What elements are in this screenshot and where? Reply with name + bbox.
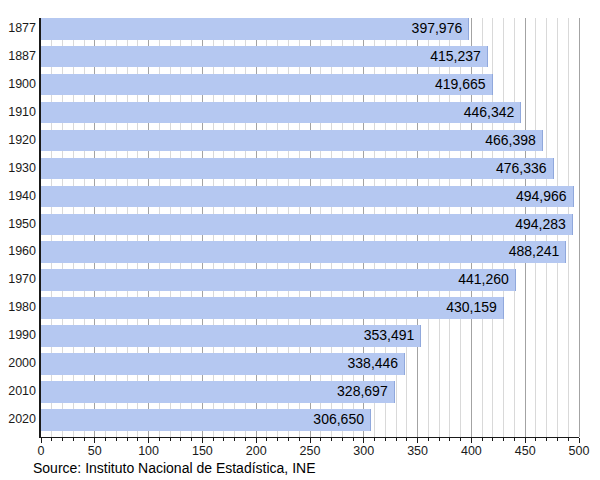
bar-1930: 476,336 xyxy=(41,158,554,180)
bar-1970: 441,260 xyxy=(41,269,516,291)
bar-2020: 306,650 xyxy=(41,409,371,431)
x-axis-tick-label: 200 xyxy=(246,444,267,458)
bar-1960: 488,241 xyxy=(41,241,566,263)
minor-tick xyxy=(191,438,192,441)
y-axis-label: 1887 xyxy=(0,46,36,68)
y-axis-line xyxy=(39,18,41,438)
x-axis-tick-labels: 050100150200250300350400450500 xyxy=(41,444,579,458)
y-axis-labels: 1877 1887 1900 1910 1920 1930 1940 1950 1960 1970… xyxy=(0,18,36,437)
bar-2010: 328,697 xyxy=(41,381,395,403)
bar-1980: 430,159 xyxy=(41,297,504,319)
x-axis-tick-label: 400 xyxy=(461,444,482,458)
minor-tick xyxy=(159,438,160,441)
minor-tick xyxy=(460,438,461,441)
x-axis-tick-label: 300 xyxy=(353,444,374,458)
y-axis-label: 1960 xyxy=(0,241,36,263)
bar-1940: 494,966 xyxy=(41,186,574,208)
y-axis-label: 1990 xyxy=(0,325,36,347)
minor-tick xyxy=(234,438,235,441)
minor-tick xyxy=(514,438,515,441)
major-tick xyxy=(256,438,257,443)
minor-tick xyxy=(137,438,138,441)
bar-chart: 397,976 415,237 419,665 446,342 466,398 476,3… xyxy=(0,0,600,480)
minor-tick xyxy=(492,438,493,441)
minor-tick xyxy=(396,438,397,441)
bar-1887: 415,237 xyxy=(41,46,488,68)
y-axis-label: 1950 xyxy=(0,214,36,236)
minor-tick xyxy=(73,438,74,441)
minor-tick xyxy=(374,438,375,441)
minor-tick xyxy=(557,438,558,441)
minor-tick xyxy=(503,438,504,441)
x-axis-tick-label: 150 xyxy=(192,444,213,458)
minor-tick xyxy=(546,438,547,441)
major-tick xyxy=(41,438,42,443)
y-axis-label: 1980 xyxy=(0,297,36,319)
y-axis-label: 1970 xyxy=(0,269,36,291)
x-axis-tick-label: 250 xyxy=(300,444,321,458)
major-tick xyxy=(202,438,203,443)
bar-1877: 397,976 xyxy=(41,18,469,40)
major-tick xyxy=(363,438,364,443)
minor-tick xyxy=(51,438,52,441)
minor-tick xyxy=(449,438,450,441)
y-axis-label: 2020 xyxy=(0,409,36,431)
x-axis-tick-label: 0 xyxy=(38,444,45,458)
minor-tick xyxy=(277,438,278,441)
minor-tick xyxy=(105,438,106,441)
minor-tick xyxy=(342,438,343,441)
x-axis-tick-label: 350 xyxy=(407,444,428,458)
bar-1910: 446,342 xyxy=(41,102,521,124)
bar-1950: 494,283 xyxy=(41,214,573,236)
minor-tick xyxy=(385,438,386,441)
y-axis-label: 1930 xyxy=(0,158,36,180)
major-tick xyxy=(471,438,472,443)
minor-tick xyxy=(127,438,128,441)
minor-tick xyxy=(223,438,224,441)
y-axis-label: 1910 xyxy=(0,102,36,124)
minor-tick xyxy=(288,438,289,441)
minor-tick xyxy=(299,438,300,441)
minor-tick xyxy=(406,438,407,441)
minor-tick xyxy=(170,438,171,441)
minor-tick xyxy=(180,438,181,441)
major-tick xyxy=(417,438,418,443)
y-axis-label: 1900 xyxy=(0,74,36,96)
major-tick xyxy=(579,438,580,443)
minor-tick xyxy=(84,438,85,441)
y-axis-label: 2010 xyxy=(0,381,36,403)
minor-tick xyxy=(331,438,332,441)
y-axis-label: 1940 xyxy=(0,186,36,208)
y-axis-label: 2000 xyxy=(0,353,36,375)
bar-1990: 353,491 xyxy=(41,325,421,347)
bar-1900: 419,665 xyxy=(41,74,493,96)
x-axis-tick-label: 50 xyxy=(88,444,102,458)
minor-tick xyxy=(428,438,429,441)
bars-container: 397,976 415,237 419,665 446,342 466,398 476,3… xyxy=(41,18,579,437)
minor-tick xyxy=(62,438,63,441)
minor-tick xyxy=(320,438,321,441)
minor-tick xyxy=(266,438,267,441)
minor-tick xyxy=(353,438,354,441)
bar-1920: 466,398 xyxy=(41,130,543,152)
major-tick xyxy=(310,438,311,443)
x-axis-tick-label: 450 xyxy=(515,444,536,458)
minor-tick xyxy=(568,438,569,441)
bar-2000: 338,446 xyxy=(41,353,405,375)
major-tick xyxy=(525,438,526,443)
minor-tick xyxy=(245,438,246,441)
plot-area: 397,976 415,237 419,665 446,342 466,398 476,3… xyxy=(41,18,579,437)
minor-tick xyxy=(213,438,214,441)
y-axis-label: 1920 xyxy=(0,130,36,152)
minor-tick xyxy=(439,438,440,441)
major-tick xyxy=(148,438,149,443)
minor-tick xyxy=(535,438,536,441)
minor-tick xyxy=(482,438,483,441)
x-axis-tick-label: 100 xyxy=(138,444,159,458)
x-axis-tick-label: 500 xyxy=(569,444,590,458)
source-caption: Source: Instituto Nacional de Estadístic… xyxy=(33,460,315,476)
y-axis-label: 1877 xyxy=(0,18,36,40)
minor-tick xyxy=(116,438,117,441)
major-tick xyxy=(94,438,95,443)
